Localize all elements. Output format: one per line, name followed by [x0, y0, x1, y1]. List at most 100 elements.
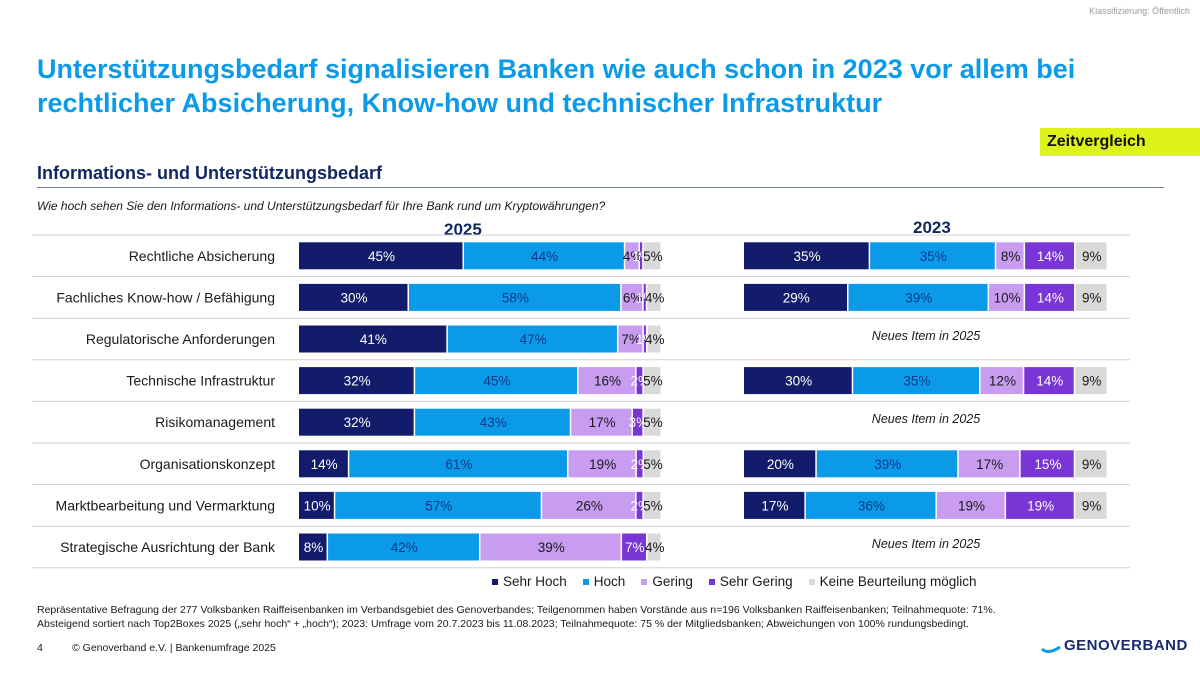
bar-keine-2025: [647, 283, 661, 311]
bar-sehr-hoch-2023: [744, 450, 816, 478]
data-label-keine: 5%: [643, 415, 663, 430]
bar-hoch-2025: [349, 450, 568, 478]
data-label-keine: 4%: [645, 332, 665, 347]
bar-keine-2025: [643, 242, 661, 270]
new-item-note: Neues Item in 2025: [872, 537, 980, 551]
bar-hoch-2025: [415, 408, 570, 436]
data-label-gering: 19%: [958, 498, 985, 513]
data-label-gering: 39%: [538, 540, 565, 555]
bar-keine-2025: [643, 408, 661, 436]
comparison-badge: Zeitvergleich: [1040, 128, 1200, 156]
data-label-sehr-hoch: 29%: [783, 290, 810, 305]
logo-swoosh-icon: [1040, 645, 1061, 654]
bar-keine-2025: [647, 325, 661, 353]
data-label-sehr-hoch: 30%: [340, 290, 367, 305]
new-item-note: Neues Item in 2025: [872, 329, 980, 343]
bar-keine-2023: [1075, 367, 1107, 395]
bar-sehr-gering-2025: [636, 491, 643, 519]
data-label-sehr-hoch: 14%: [311, 457, 338, 472]
bar-hoch-2023: [805, 491, 936, 519]
data-label-gering: 8%: [1001, 249, 1021, 264]
logo-text: GENOVERBAND: [1064, 636, 1188, 654]
data-label-hoch: 36%: [858, 498, 885, 513]
panel-title-2023: 2023: [913, 218, 951, 237]
data-label-gering: 17%: [976, 457, 1003, 472]
bar-sehr-hoch-2023: [744, 367, 852, 395]
bar-gering-2025: [618, 325, 643, 353]
legend-label: Keine Beurteilung möglich: [819, 574, 977, 589]
bar-sehr-gering-2025: [636, 450, 643, 478]
legend-item-sehr-gering: Sehr Gering: [708, 574, 793, 589]
bar-sehr-gering-2025: [622, 533, 646, 561]
legend-swatch-hoch: [582, 578, 589, 585]
data-label-keine: 9%: [1082, 249, 1102, 264]
footnote: Repräsentative Befragung der 277 Volksba…: [37, 603, 1177, 631]
data-label-sehr-hoch: 32%: [344, 415, 371, 430]
bar-hoch-2025: [328, 533, 479, 561]
data-label-hoch: 43%: [480, 415, 507, 430]
data-label-sehr-hoch: 30%: [785, 374, 812, 389]
bar-gering-2023: [980, 367, 1023, 395]
bar-sehr-hoch-2025: [299, 283, 408, 311]
legend-label: Hoch: [593, 574, 626, 589]
bar-sehr-hoch-2025: [299, 533, 327, 561]
bar-sehr-gering-2023: [1006, 491, 1074, 519]
legend-item-gering: Gering: [641, 574, 693, 589]
bar-sehr-gering-2025: [643, 283, 646, 311]
data-label-hoch: 61%: [445, 457, 472, 472]
bar-keine-2025: [643, 367, 661, 395]
legend-swatch-keine: [808, 578, 815, 585]
chart-legend: Sehr Hoch Hoch Gering Sehr Gering Keine …: [492, 574, 977, 589]
data-label-keine: 9%: [1082, 290, 1102, 305]
footnote-line-2: Absteigend sortiert nach Top2Boxes 2025 …: [37, 618, 969, 630]
data-label-sehr-hoch: 17%: [761, 498, 788, 513]
data-label-sehr-gering: 7%: [625, 540, 645, 555]
data-label-hoch: 47%: [520, 332, 547, 347]
bar-keine-2025: [643, 491, 661, 519]
data-label-gering: 6%: [623, 290, 643, 305]
category-label: Strategische Ausrichtung der Bank: [60, 539, 276, 555]
bar-gering-2023: [936, 491, 1005, 519]
category-label: Organisationskonzept: [140, 456, 276, 472]
data-label-sehr-gering: 15%: [1034, 457, 1061, 472]
bar-hoch-2023: [870, 242, 995, 270]
copyright: © Genoverband e.V. | Bankenumfrage 2025: [72, 642, 276, 654]
data-label-hoch: 42%: [391, 540, 418, 555]
data-label-sehr-hoch: 20%: [767, 457, 794, 472]
bar-sehr-hoch-2025: [299, 491, 334, 519]
category-label: Risikomanagement: [155, 414, 275, 430]
bar-keine-2023: [1075, 283, 1107, 311]
data-label-hoch: 35%: [920, 249, 947, 264]
genoverband-logo: GENOVERBAND: [1040, 635, 1188, 655]
data-label-sehr-gering: 3%: [629, 415, 649, 430]
bar-sehr-hoch-2025: [299, 450, 348, 478]
bar-sehr-hoch-2023: [744, 491, 805, 519]
data-label-gering: 4%: [623, 249, 643, 264]
data-label-hoch: 58%: [502, 290, 529, 305]
data-label-keine: 9%: [1082, 498, 1102, 513]
bar-keine-2025: [644, 450, 661, 478]
bar-hoch-2023: [816, 450, 958, 478]
footnote-line-1: Repräsentative Befragung der 277 Volksba…: [37, 604, 996, 616]
bar-sehr-gering-2025: [643, 325, 646, 353]
data-label-sehr-hoch: 45%: [368, 249, 395, 264]
legend-swatch-sehr-gering: [708, 578, 715, 585]
legend-label: Gering: [652, 574, 693, 589]
bar-gering-2023: [958, 450, 1020, 478]
data-label-keine: 5%: [643, 374, 663, 389]
data-label-sehr-hoch: 32%: [344, 374, 371, 389]
data-label-gering: 10%: [994, 290, 1021, 305]
bar-sehr-gering-2023: [1025, 283, 1075, 311]
category-label: Fachliches Know-how / Befähigung: [56, 289, 275, 305]
bar-gering-2025: [571, 408, 632, 436]
category-label: Rechtliche Absicherung: [129, 248, 275, 264]
data-label-keine: 9%: [1082, 457, 1102, 472]
bar-hoch-2025: [464, 242, 624, 270]
bar-gering-2025: [480, 533, 621, 561]
legend-item-hoch: Hoch: [582, 574, 626, 589]
data-label-hoch: 39%: [874, 457, 901, 472]
bar-gering-2025: [568, 450, 636, 478]
bar-hoch-2025: [409, 283, 621, 311]
data-label-keine: 5%: [643, 457, 663, 472]
data-label-gering: 17%: [589, 415, 616, 430]
